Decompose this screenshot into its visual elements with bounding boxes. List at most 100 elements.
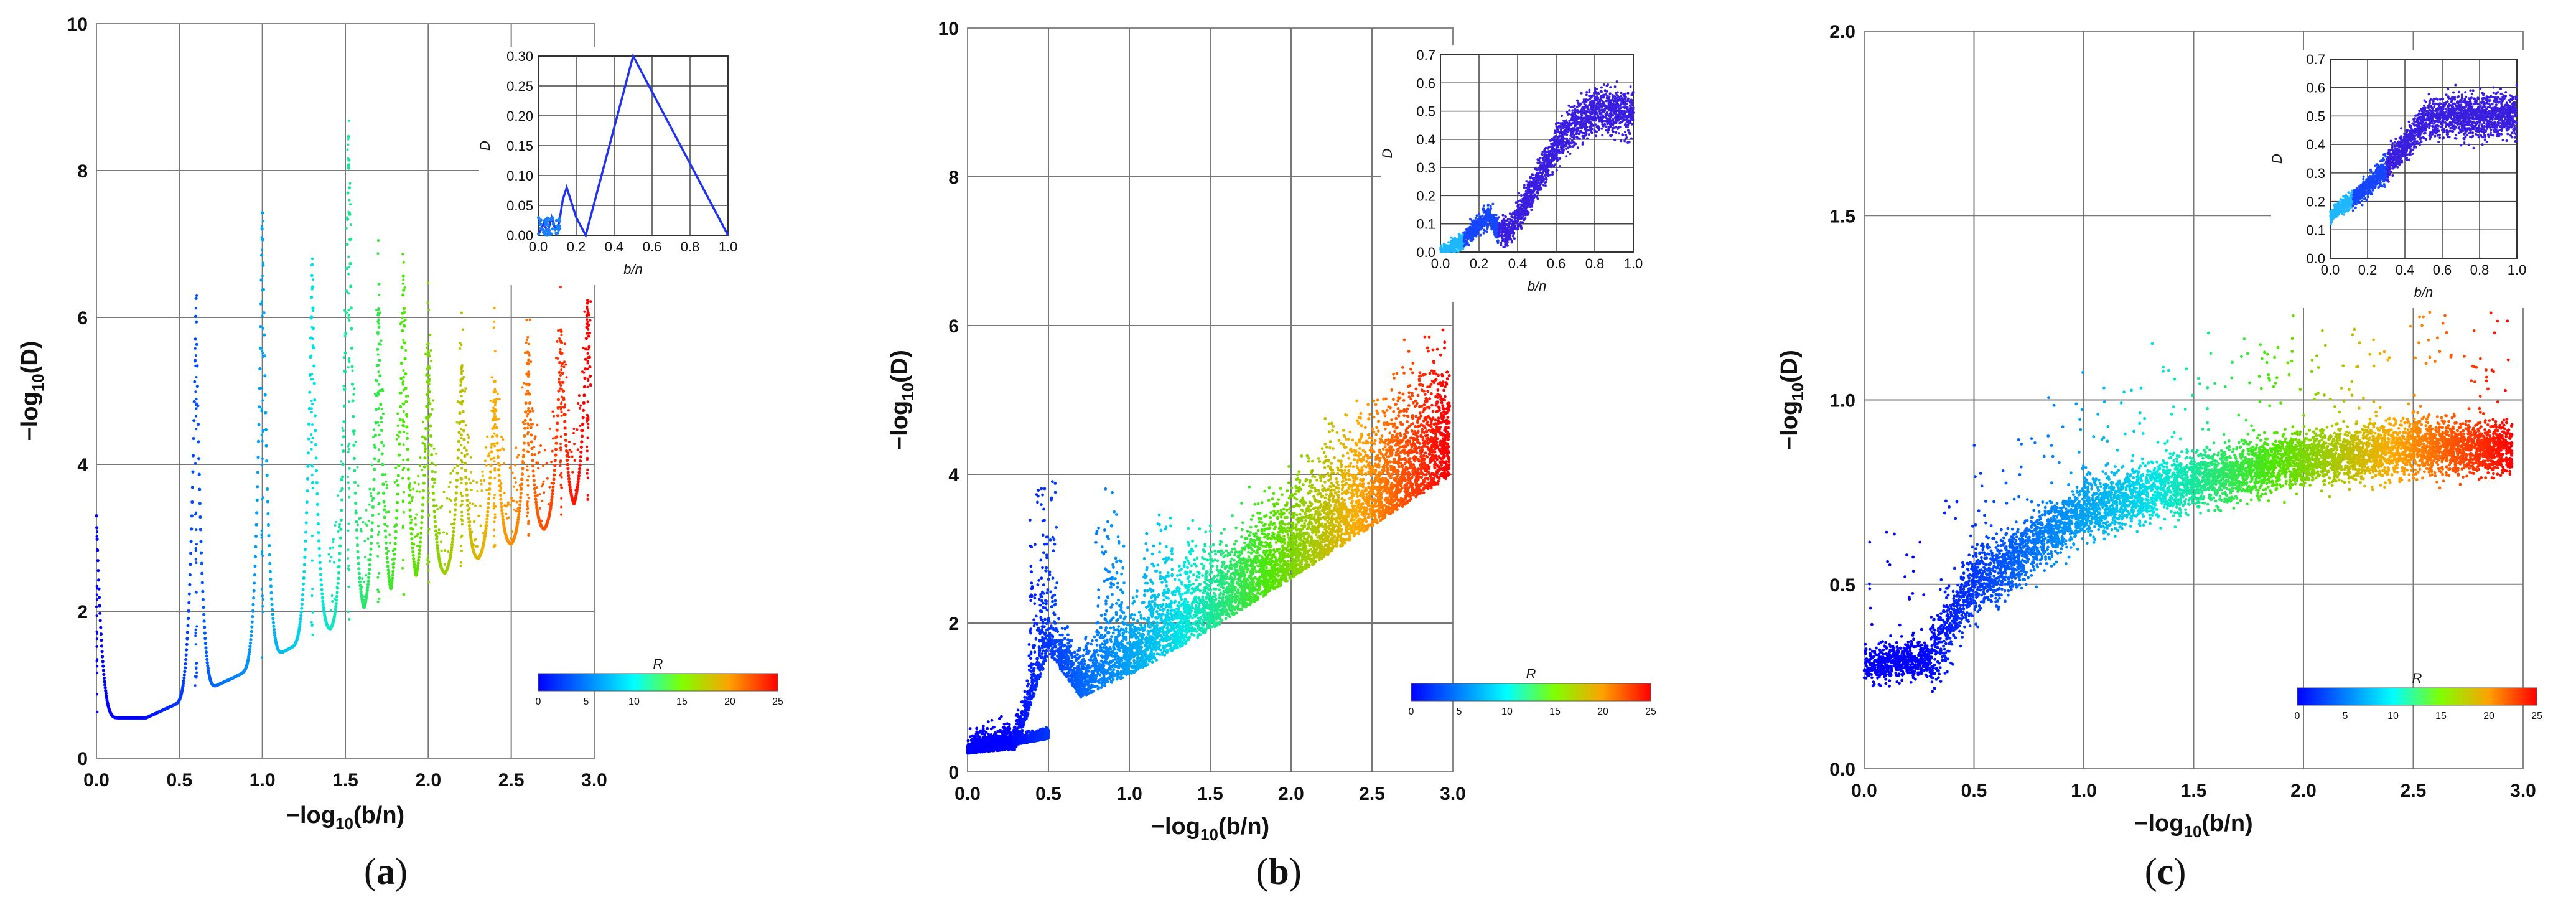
data-point bbox=[530, 426, 533, 429]
data-point bbox=[319, 578, 322, 581]
data-point bbox=[341, 444, 343, 446]
data-point bbox=[195, 415, 197, 418]
data-point bbox=[403, 307, 405, 310]
data-point bbox=[514, 464, 516, 467]
data-point bbox=[456, 421, 459, 424]
data-point bbox=[307, 438, 310, 441]
data-point bbox=[465, 494, 469, 497]
data-point bbox=[203, 637, 207, 640]
data-point bbox=[436, 504, 438, 507]
data-point bbox=[312, 344, 314, 347]
data-point bbox=[347, 565, 350, 567]
data-point bbox=[436, 541, 439, 544]
data-point bbox=[566, 459, 569, 462]
data-point bbox=[342, 427, 344, 429]
data-point bbox=[200, 572, 203, 575]
data-point bbox=[580, 446, 583, 449]
data-point bbox=[426, 347, 428, 349]
data-point bbox=[310, 400, 313, 402]
data-point bbox=[342, 385, 345, 387]
data-point bbox=[373, 478, 376, 481]
data-point bbox=[268, 544, 271, 547]
data-point bbox=[570, 451, 572, 453]
data-point bbox=[461, 389, 464, 392]
data-point bbox=[266, 474, 269, 477]
data-point bbox=[408, 501, 411, 504]
data-point bbox=[462, 438, 465, 441]
data-point bbox=[332, 538, 335, 540]
data-point bbox=[497, 393, 499, 395]
data-point bbox=[553, 469, 556, 472]
data-point bbox=[464, 469, 467, 472]
data-point bbox=[449, 510, 451, 513]
data-point bbox=[542, 464, 544, 467]
data-point bbox=[348, 586, 350, 588]
data-point bbox=[527, 442, 530, 444]
data-point bbox=[96, 660, 98, 662]
data-point bbox=[460, 372, 463, 375]
data-point bbox=[250, 626, 253, 629]
data-point bbox=[403, 389, 405, 392]
data-point bbox=[311, 535, 314, 537]
data-point bbox=[353, 387, 355, 390]
x-tick-label: 3.0 bbox=[581, 770, 607, 791]
data-point bbox=[537, 462, 539, 464]
data-point bbox=[455, 479, 459, 482]
data-point bbox=[498, 464, 501, 467]
data-point bbox=[429, 367, 431, 370]
data-point bbox=[498, 398, 501, 400]
data-point bbox=[403, 443, 405, 446]
data-point bbox=[528, 343, 530, 345]
data-point bbox=[263, 374, 266, 377]
data-point bbox=[527, 410, 530, 412]
data-point bbox=[407, 468, 410, 471]
data-point bbox=[195, 667, 197, 670]
data-point bbox=[391, 570, 394, 573]
data-point bbox=[427, 342, 430, 345]
data-point bbox=[475, 481, 478, 484]
data-point bbox=[564, 444, 567, 448]
data-point bbox=[370, 535, 373, 538]
data-point bbox=[255, 511, 258, 514]
data-point bbox=[550, 501, 553, 504]
data-point bbox=[306, 465, 309, 468]
data-point bbox=[194, 359, 197, 362]
data-point bbox=[96, 637, 98, 640]
data-point bbox=[401, 567, 404, 570]
data-point bbox=[348, 120, 350, 122]
data-point bbox=[428, 402, 431, 405]
data-point bbox=[261, 464, 263, 466]
data-point bbox=[582, 409, 585, 412]
data-point bbox=[378, 383, 380, 386]
data-point bbox=[397, 474, 400, 477]
data-point bbox=[377, 370, 380, 373]
data-point bbox=[366, 583, 370, 586]
data-point bbox=[431, 485, 434, 488]
data-point bbox=[382, 500, 385, 503]
data-point bbox=[487, 506, 490, 509]
data-point bbox=[520, 482, 523, 486]
data-point bbox=[347, 548, 350, 551]
data-point bbox=[378, 294, 380, 296]
data-point bbox=[413, 560, 416, 563]
data-point bbox=[521, 386, 524, 388]
data-point bbox=[418, 555, 421, 558]
data-point bbox=[454, 467, 456, 469]
data-point bbox=[498, 474, 501, 477]
data-point bbox=[493, 535, 495, 537]
data-point bbox=[384, 529, 387, 532]
data-point bbox=[385, 511, 388, 514]
data-point bbox=[500, 482, 503, 485]
data-point bbox=[419, 536, 422, 539]
data-point bbox=[543, 481, 545, 483]
data-point bbox=[539, 444, 542, 447]
data-point bbox=[427, 353, 429, 355]
data-point bbox=[102, 669, 105, 672]
data-point bbox=[193, 380, 196, 383]
data-point bbox=[517, 513, 520, 516]
data-point bbox=[311, 307, 314, 310]
data-point bbox=[352, 393, 355, 396]
data-point bbox=[427, 309, 430, 311]
data-point bbox=[523, 427, 526, 430]
data-point bbox=[460, 437, 463, 439]
